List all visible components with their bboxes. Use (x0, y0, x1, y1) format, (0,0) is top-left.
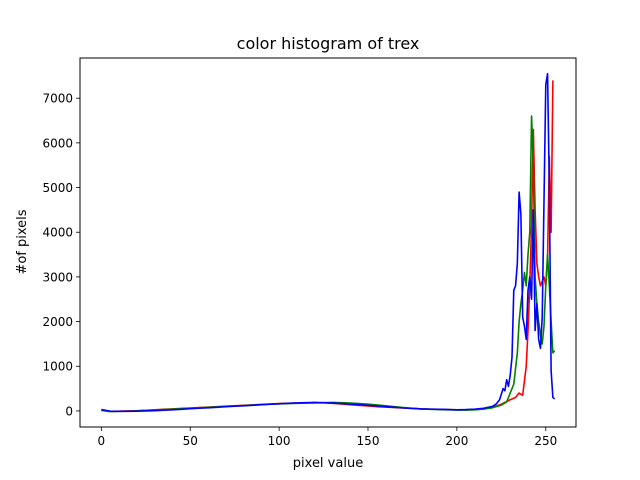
y-tick-label: 6000 (42, 136, 73, 150)
chart-title: color histogram of trex (237, 34, 420, 53)
x-tick-label: 200 (445, 434, 468, 448)
y-tick-label: 0 (65, 404, 73, 418)
y-tick-label: 2000 (42, 315, 73, 329)
x-axis: 0 50 100 150 200 250 (98, 427, 557, 448)
y-tick-label: 5000 (42, 181, 73, 195)
series-line-2 (101, 72, 556, 413)
x-tick-label: 50 (183, 434, 198, 448)
y-tick-label: 7000 (42, 92, 73, 106)
x-tick-label: 150 (357, 434, 380, 448)
x-tick-label: 100 (268, 434, 291, 448)
x-axis-label: pixel value (293, 456, 363, 471)
y-axis-label: #of pixels (15, 209, 30, 274)
y-tick-label: 4000 (42, 226, 73, 240)
series-layer (101, 72, 556, 413)
y-tick-label: 1000 (42, 360, 73, 374)
x-tick-label: 250 (534, 434, 557, 448)
y-axis: 0 1000 2000 3000 4000 5000 6000 7000 (42, 92, 80, 418)
plot-frame (79, 57, 577, 428)
x-tick-label: 0 (98, 434, 106, 448)
y-tick-label: 3000 (42, 270, 73, 284)
